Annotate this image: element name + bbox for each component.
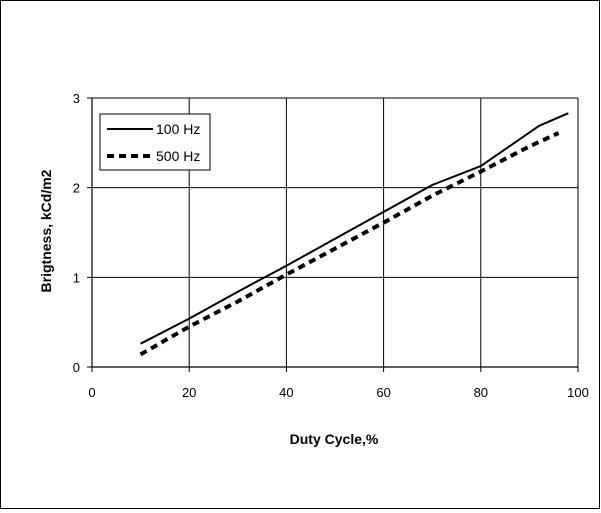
x-tick-label-0: 0 — [88, 385, 95, 400]
y-tick-label-3: 3 — [73, 91, 80, 106]
y-axis-title: Brigtness, kCd/m2 — [38, 169, 54, 292]
x-tick-label-60: 60 — [376, 385, 390, 400]
x-tick-label-100: 100 — [567, 385, 589, 400]
x-axis-title: Duty Cycle,% — [290, 431, 379, 447]
legend-label-500hz: 500 Hz — [156, 148, 200, 164]
legend: 100 Hz 500 Hz — [100, 114, 210, 170]
x-tick-label-80: 80 — [474, 385, 488, 400]
legend-label-100hz: 100 Hz — [156, 121, 200, 137]
x-tick-label-40: 40 — [279, 385, 293, 400]
y-tick-label-2: 2 — [73, 181, 80, 196]
x-tick-label-20: 20 — [182, 385, 196, 400]
y-tick-label-1: 1 — [73, 270, 80, 285]
y-tick-label-0: 0 — [73, 360, 80, 375]
